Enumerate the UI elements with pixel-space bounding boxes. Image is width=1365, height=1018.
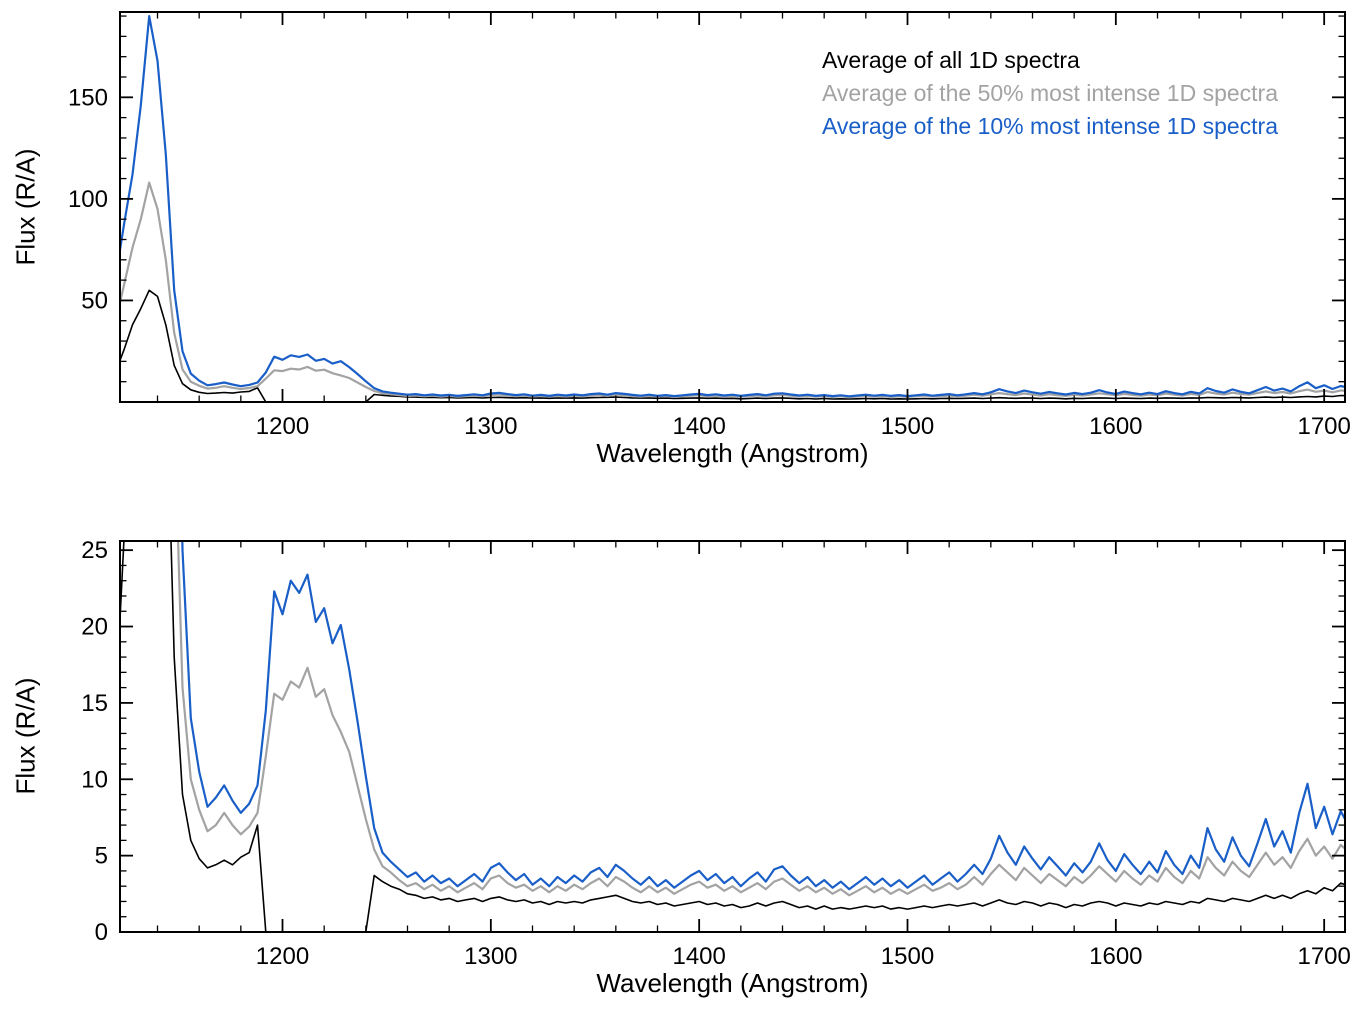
legend-entry-all-spectra: Average of all 1D spectra <box>822 47 1080 73</box>
bottom-y-axis-label: Flux (R/A) <box>10 677 41 795</box>
svg-text:20: 20 <box>81 614 108 641</box>
legend: Average of all 1D spectra Average of the… <box>822 44 1278 143</box>
svg-text:1500: 1500 <box>881 943 934 970</box>
svg-text:25: 25 <box>81 537 108 564</box>
legend-entry-10pct-spectra: Average of the 10% most intense 1D spect… <box>822 113 1279 139</box>
svg-text:1300: 1300 <box>464 943 517 970</box>
svg-text:0: 0 <box>95 919 108 946</box>
svg-text:1700: 1700 <box>1297 413 1350 440</box>
svg-text:1400: 1400 <box>672 413 725 440</box>
svg-text:1200: 1200 <box>256 943 309 970</box>
svg-text:50: 50 <box>81 287 108 314</box>
svg-text:1400: 1400 <box>672 943 725 970</box>
svg-text:1500: 1500 <box>881 413 934 440</box>
svg-text:1300: 1300 <box>464 413 517 440</box>
svg-text:1200: 1200 <box>256 413 309 440</box>
legend-entry-50pct-spectra: Average of the 50% most intense 1D spect… <box>822 80 1279 106</box>
svg-text:10: 10 <box>81 766 108 793</box>
svg-text:5: 5 <box>95 843 108 870</box>
svg-text:150: 150 <box>68 84 108 111</box>
top-x-axis-label: Wavelength (Angstrom) <box>596 438 869 468</box>
svg-text:1600: 1600 <box>1089 943 1142 970</box>
svg-text:100: 100 <box>68 186 108 213</box>
top-y-axis-label: Flux (R/A) <box>10 148 41 266</box>
svg-text:1700: 1700 <box>1297 943 1350 970</box>
svg-text:15: 15 <box>81 690 108 717</box>
bottom-x-axis-label: Wavelength (Angstrom) <box>596 968 869 998</box>
svg-text:1600: 1600 <box>1089 413 1142 440</box>
